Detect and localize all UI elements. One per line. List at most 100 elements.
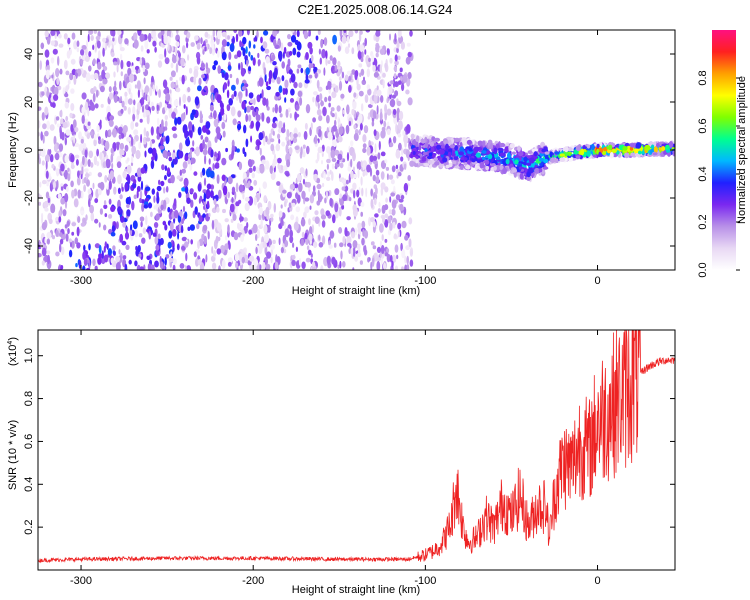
noise-blob bbox=[357, 50, 363, 60]
noise-blob bbox=[252, 57, 256, 66]
spectrogram-x-ticks: -300 -200 -100 0 bbox=[70, 30, 601, 287]
signal-blob bbox=[429, 141, 434, 147]
noise-blob bbox=[110, 147, 114, 154]
noise-blob bbox=[329, 197, 333, 207]
noise-blob bbox=[367, 104, 373, 108]
noise-blob bbox=[284, 87, 288, 95]
noise-blob bbox=[184, 211, 188, 220]
noise-blob bbox=[214, 151, 217, 157]
noise-blob bbox=[100, 103, 104, 108]
noise-blob bbox=[273, 38, 277, 47]
signal-blob bbox=[630, 152, 635, 157]
noise-blob bbox=[110, 205, 116, 212]
noise-blob bbox=[179, 210, 183, 217]
noise-blob bbox=[96, 148, 99, 157]
noise-blob bbox=[304, 79, 310, 84]
noise-blob bbox=[208, 212, 211, 218]
noise-blob bbox=[162, 220, 167, 226]
noise-blob bbox=[137, 89, 140, 98]
noise-blob bbox=[314, 134, 318, 145]
signal-blob bbox=[471, 153, 476, 157]
noise-blob bbox=[40, 131, 43, 141]
signal-blob bbox=[668, 141, 674, 149]
noise-blob bbox=[93, 138, 97, 147]
noise-blob bbox=[181, 236, 187, 242]
noise-blob bbox=[165, 135, 170, 145]
noise-blob bbox=[102, 47, 105, 57]
noise-blob bbox=[300, 238, 305, 246]
noise-blob bbox=[281, 141, 286, 147]
noise-blob bbox=[206, 200, 210, 209]
noise-blob bbox=[117, 30, 122, 36]
noise-blob bbox=[364, 49, 367, 55]
noise-blob bbox=[171, 111, 177, 119]
noise-blob bbox=[393, 233, 397, 239]
noise-blob bbox=[227, 176, 233, 185]
noise-blob bbox=[181, 218, 185, 225]
signal-blob bbox=[427, 155, 433, 160]
noise-blob bbox=[327, 95, 332, 102]
noise-blob bbox=[317, 146, 323, 154]
noise-blob bbox=[169, 89, 172, 94]
noise-blob bbox=[48, 218, 53, 225]
noise-blob bbox=[297, 132, 301, 138]
noise-blob bbox=[66, 220, 70, 227]
noise-blob bbox=[101, 250, 104, 259]
noise-blob bbox=[256, 94, 261, 103]
noise-blob bbox=[277, 133, 281, 140]
noise-blob bbox=[140, 180, 144, 191]
noise-blob bbox=[53, 94, 59, 101]
noise-blob bbox=[59, 238, 64, 245]
signal-blob bbox=[609, 152, 614, 159]
noise-blob bbox=[202, 224, 208, 232]
noise-blob bbox=[87, 188, 92, 195]
noise-blob bbox=[81, 190, 84, 199]
noise-blob bbox=[180, 225, 184, 234]
noise-blob bbox=[351, 69, 356, 75]
colorbar-label: Normalized spectral amplitude bbox=[736, 76, 748, 224]
noise-blob bbox=[167, 206, 171, 213]
noise-blob bbox=[152, 232, 157, 237]
noise-blob bbox=[291, 255, 296, 260]
noise-blob bbox=[230, 218, 234, 223]
signal-blob bbox=[463, 162, 468, 166]
noise-blob bbox=[338, 76, 342, 81]
noise-blob bbox=[389, 222, 393, 231]
noise-blob bbox=[96, 40, 101, 49]
signal-blob bbox=[523, 156, 528, 162]
noise-blob bbox=[65, 85, 69, 93]
signal-blob bbox=[445, 143, 449, 151]
noise-blob bbox=[65, 233, 69, 242]
noise-blob bbox=[160, 30, 165, 36]
noise-blob bbox=[375, 169, 380, 176]
snr-y-label: SNR (10 * v/v) bbox=[7, 420, 19, 490]
noise-blob bbox=[194, 35, 199, 41]
noise-blob bbox=[61, 246, 65, 256]
signal-blob bbox=[559, 157, 566, 162]
noise-blob bbox=[380, 130, 386, 139]
noise-blob bbox=[404, 255, 407, 264]
noise-blob bbox=[119, 233, 124, 243]
noise-blob bbox=[38, 157, 41, 165]
noise-blob bbox=[94, 218, 99, 224]
noise-blob bbox=[208, 158, 211, 165]
signal-blob bbox=[460, 156, 465, 161]
noise-blob bbox=[339, 260, 342, 269]
noise-blob bbox=[255, 246, 258, 255]
noise-blob bbox=[290, 88, 295, 96]
noise-blob bbox=[108, 214, 113, 219]
noise-blob bbox=[373, 34, 376, 41]
noise-blob bbox=[275, 143, 281, 152]
noise-blob bbox=[112, 37, 115, 42]
noise-blob bbox=[392, 108, 397, 116]
signal-blob bbox=[575, 155, 581, 159]
noise-blob bbox=[40, 148, 46, 158]
noise-blob bbox=[204, 85, 208, 91]
noise-blob bbox=[350, 170, 354, 180]
noise-blob bbox=[326, 176, 331, 181]
noise-blob bbox=[96, 124, 100, 133]
noise-blob bbox=[313, 91, 318, 96]
noise-blob bbox=[271, 54, 276, 61]
noise-blob bbox=[64, 137, 68, 146]
noise-blob bbox=[169, 76, 173, 81]
